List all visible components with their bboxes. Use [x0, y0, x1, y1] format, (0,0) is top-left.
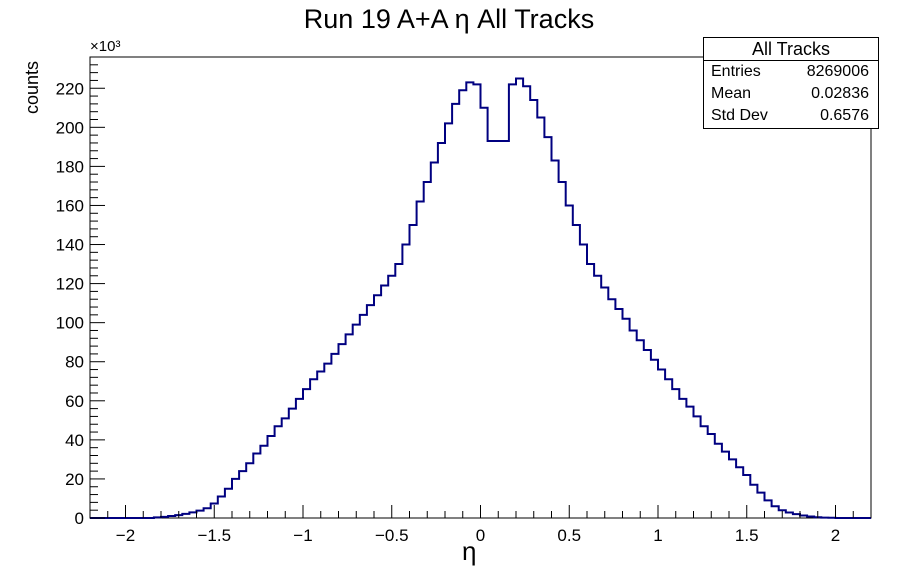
chart-title: Run 19 A+A η All Tracks [303, 4, 595, 34]
stats-row-mean: Mean 0.02836 [704, 83, 878, 105]
stats-value: 0.6576 [820, 107, 869, 124]
stats-label: Std Dev [711, 107, 768, 124]
x-tick-label: 0.5 [557, 526, 581, 545]
x-tick-label: 2 [831, 526, 840, 545]
x-tick-label: −1.5 [197, 526, 231, 545]
stats-box: All Tracks Entries 8269006 Mean 0.02836 … [703, 37, 879, 129]
x-tick-label: −2 [116, 526, 135, 545]
histogram-series-all-tracks [90, 77, 871, 519]
x-tick-label: 0 [476, 526, 485, 545]
stats-label: Mean [711, 85, 752, 102]
y-tick-label: 0 [75, 509, 84, 528]
y-axis-multiplier: ×10³ [90, 38, 121, 55]
x-tick-label: −1 [293, 526, 312, 545]
y-tick-label: 80 [65, 353, 84, 372]
x-axis-label: η [462, 536, 477, 566]
y-tick-label: 60 [65, 392, 84, 411]
stats-box-title: All Tracks [704, 38, 878, 61]
x-tick-label: −0.5 [375, 526, 409, 545]
y-tick-label: 160 [56, 196, 84, 215]
x-tick-label: 1 [653, 526, 662, 545]
y-tick-label: 180 [56, 157, 84, 176]
y-tick-label: 140 [56, 236, 84, 255]
stats-value: 0.02836 [811, 85, 869, 102]
stats-row-entries: Entries 8269006 [704, 61, 878, 83]
stats-label: Entries [711, 63, 761, 80]
stats-row-stddev: Std Dev 0.6576 [704, 105, 878, 127]
y-tick-label: 120 [56, 275, 84, 294]
y-tick-label: 100 [56, 314, 84, 333]
stats-value: 8269006 [806, 63, 869, 80]
y-tick-label: 40 [65, 431, 84, 450]
y-tick-label: 200 [56, 118, 84, 137]
y-tick-label: 20 [65, 470, 84, 489]
x-tick-label: 1.5 [735, 526, 759, 545]
y-tick-label: 220 [56, 79, 84, 98]
